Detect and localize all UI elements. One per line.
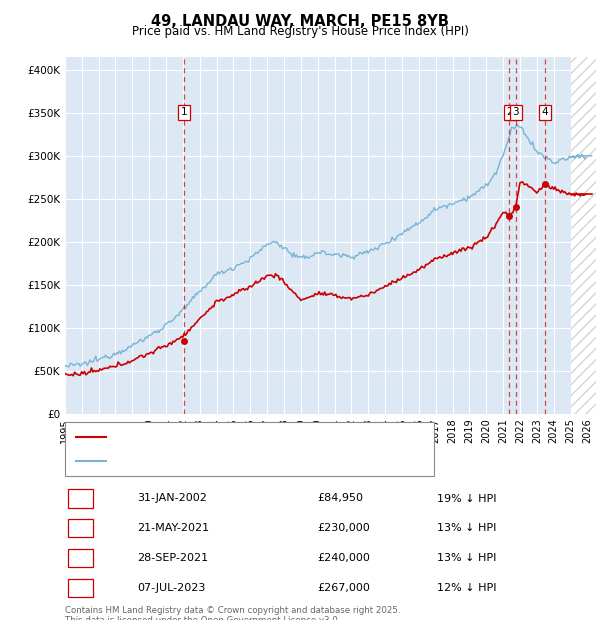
Text: 21-MAY-2021: 21-MAY-2021 — [137, 523, 209, 533]
Text: Price paid vs. HM Land Registry's House Price Index (HPI): Price paid vs. HM Land Registry's House … — [131, 25, 469, 38]
Text: £230,000: £230,000 — [317, 523, 370, 533]
Text: 12% ↓ HPI: 12% ↓ HPI — [437, 583, 496, 593]
Text: 3: 3 — [77, 553, 84, 563]
Text: £84,950: £84,950 — [317, 494, 363, 503]
Text: 13% ↓ HPI: 13% ↓ HPI — [437, 553, 496, 563]
Text: £267,000: £267,000 — [317, 583, 370, 593]
Text: 2: 2 — [506, 107, 513, 117]
Text: £240,000: £240,000 — [317, 553, 370, 563]
Text: 1: 1 — [77, 494, 84, 503]
Text: 28-SEP-2021: 28-SEP-2021 — [137, 553, 208, 563]
Text: 3: 3 — [512, 107, 519, 117]
Bar — [571, 57, 596, 414]
Bar — [571, 57, 596, 414]
Text: 4: 4 — [77, 583, 84, 593]
Text: 19% ↓ HPI: 19% ↓ HPI — [437, 494, 496, 503]
Text: 07-JUL-2023: 07-JUL-2023 — [137, 583, 205, 593]
Text: HPI: Average price, detached house, Fenland: HPI: Average price, detached house, Fenl… — [112, 456, 346, 466]
Text: 31-JAN-2002: 31-JAN-2002 — [137, 494, 206, 503]
Text: 49, LANDAU WAY, MARCH, PE15 8YB (detached house): 49, LANDAU WAY, MARCH, PE15 8YB (detache… — [112, 432, 395, 442]
Text: 49, LANDAU WAY, MARCH, PE15 8YB: 49, LANDAU WAY, MARCH, PE15 8YB — [151, 14, 449, 29]
Text: Contains HM Land Registry data © Crown copyright and database right 2025.
This d: Contains HM Land Registry data © Crown c… — [65, 606, 400, 620]
Text: 2: 2 — [77, 523, 84, 533]
Text: 4: 4 — [542, 107, 548, 117]
Text: 1: 1 — [181, 107, 187, 117]
Text: 13% ↓ HPI: 13% ↓ HPI — [437, 523, 496, 533]
